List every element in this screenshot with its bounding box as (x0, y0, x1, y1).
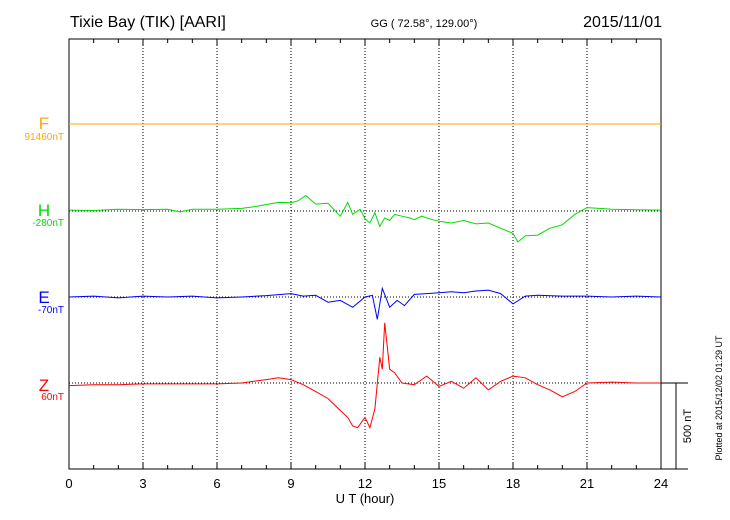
baseline-value-e: -70nT (38, 305, 64, 316)
station-coords: GG ( 72.58°, 129.00°) (371, 18, 478, 30)
x-tick-label: 9 (287, 476, 294, 491)
baseline-value-z: 60nT (41, 392, 64, 403)
trace-h (68, 194, 662, 243)
x-axis-label: U T (hour) (336, 491, 395, 506)
station-title: Tixie Bay (TIK) [AARI] (70, 14, 226, 31)
series-group (68, 123, 662, 430)
plot-date: 2015/11/01 (583, 14, 662, 31)
baseline-value-f: 91460nT (25, 132, 64, 143)
component-label-h: H (38, 201, 50, 220)
trace-e (68, 286, 662, 320)
scale-bar: 500 nT (661, 382, 694, 470)
plot-frame (68, 38, 662, 470)
x-tick-label: 12 (358, 476, 372, 491)
scale-bar-label: 500 nT (682, 409, 694, 444)
x-tick-label: 21 (580, 476, 594, 491)
x-tick-label: 24 (654, 476, 668, 491)
component-label-z: Z (39, 376, 49, 395)
x-tick-label: 15 (432, 476, 446, 491)
x-tick-label: 0 (65, 476, 72, 491)
x-tick-label: 3 (139, 476, 146, 491)
grid (142, 39, 588, 469)
plotted-at-note: Plotted at 2015/12/02 01:29 UT (714, 335, 724, 461)
component-label-f: F (39, 114, 49, 133)
x-tick-label: 6 (213, 476, 220, 491)
component-label-e: E (38, 288, 49, 307)
x-tick-label: 18 (506, 476, 520, 491)
trace-z (68, 322, 661, 430)
x-axis-ticks: 0 3 6 9 12 15 18 21 24 (65, 39, 668, 491)
baseline-value-h: -280nT (32, 218, 64, 229)
